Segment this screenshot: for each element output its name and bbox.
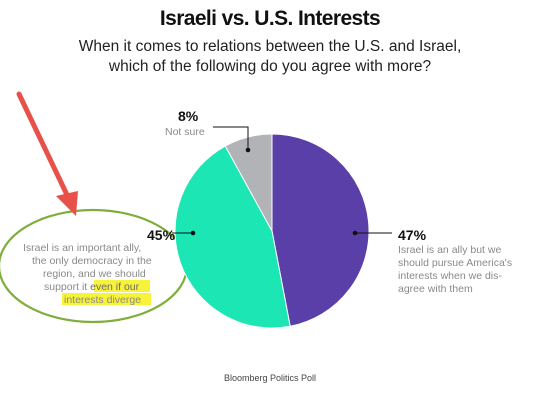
annotation-arrow-shaft xyxy=(16,91,71,200)
slice-label-line: Israel is an important ally, xyxy=(23,242,141,254)
slice-percent-notsure: 8% xyxy=(178,108,199,124)
text-highlight xyxy=(94,280,150,292)
leader-line-not-sure xyxy=(213,126,249,150)
slice-label-line: the only democracy in the xyxy=(32,255,152,267)
slice-label-notsure: Not sure xyxy=(165,126,205,138)
leader-dot-ally-pursue xyxy=(352,230,358,236)
slice-ally-pursue xyxy=(271,133,370,327)
slice-label-line: region, and we should xyxy=(43,268,146,280)
annotation-arrow xyxy=(16,91,78,216)
slice-percent-important-ally: 45% xyxy=(147,227,176,243)
slice-label-line: agree with them xyxy=(398,283,473,295)
subtitle-line-2: which of the following do you agree with… xyxy=(108,58,432,75)
leader-dot-important-ally xyxy=(190,230,196,236)
slice-label-line: Israel is an ally but we xyxy=(398,244,501,256)
slice-important-ally xyxy=(174,145,291,329)
leader-dot-not-sure xyxy=(245,147,251,153)
chart-source: Bloomberg Politics Poll xyxy=(223,373,317,383)
slice-label-line: should pursue America's xyxy=(398,257,512,269)
subtitle-line-1: When it comes to relations between the U… xyxy=(78,38,462,55)
chart-subtitle: When it comes to relations between the U… xyxy=(40,37,500,77)
annotation-arrow-head xyxy=(56,191,78,216)
text-highlight xyxy=(62,293,151,305)
slice-percent-ally-pursue: 47% xyxy=(398,227,427,243)
slice-label-line: support it even if our xyxy=(44,281,140,293)
chart-title: Israeli vs. U.S. Interests xyxy=(159,7,381,30)
slice-label-line: interests when we dis- xyxy=(398,270,502,282)
slice-label-line: interests diverge xyxy=(64,294,141,306)
